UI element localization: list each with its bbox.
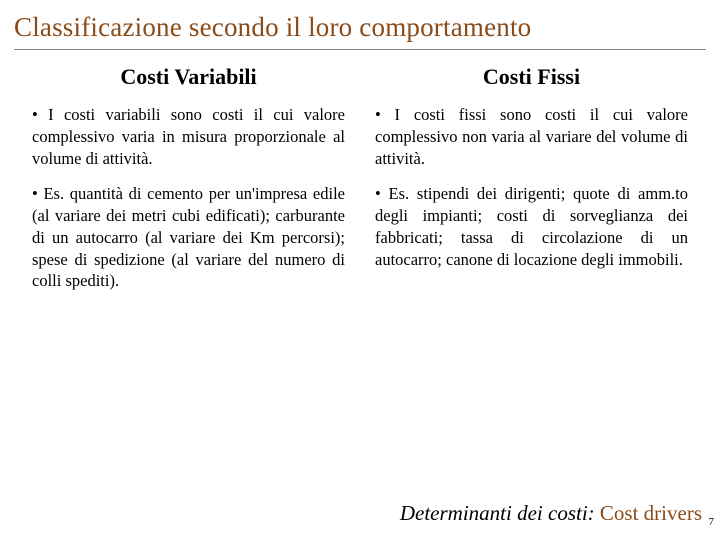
- right-column-heading: Costi Fissi: [375, 64, 688, 90]
- column-right: Costi Fissi • I costi fissi sono costi i…: [375, 64, 688, 306]
- left-column-heading: Costi Variabili: [32, 64, 345, 90]
- columns-container: Costi Variabili • I costi variabili sono…: [14, 64, 706, 306]
- slide: Classificazione secondo il loro comporta…: [0, 0, 720, 540]
- right-bullet-example: • Es. stipendi dei dirigenti; quote di a…: [375, 183, 688, 270]
- column-left: Costi Variabili • I costi variabili sono…: [32, 64, 345, 306]
- footer-text: Determinanti dei costi: Cost drivers: [400, 501, 702, 526]
- right-bullet-definition: • I costi fissi sono costi il cui valore…: [375, 104, 688, 169]
- left-bullet-example: • Es. quantità di cemento per un'impresa…: [32, 183, 345, 292]
- page-number: 7: [709, 516, 715, 528]
- footer-accent: Cost drivers: [600, 501, 702, 525]
- footer-separator: :: [588, 501, 600, 525]
- left-bullet-definition: • I costi variabili sono costi il cui va…: [32, 104, 345, 169]
- footer-prefix: Determinanti dei costi: [400, 501, 588, 525]
- slide-title: Classificazione secondo il loro comporta…: [14, 12, 706, 50]
